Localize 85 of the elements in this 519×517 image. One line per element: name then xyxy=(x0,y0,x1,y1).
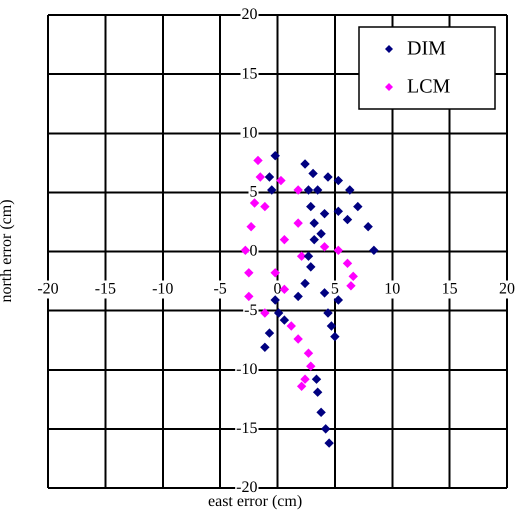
point xyxy=(334,206,343,216)
point xyxy=(286,322,296,330)
point xyxy=(304,348,313,358)
point xyxy=(260,342,270,352)
point xyxy=(304,252,313,261)
point xyxy=(300,159,310,168)
y-tick-label: -5 xyxy=(244,302,258,319)
x-tick-label: 10 xyxy=(384,280,400,298)
y-tick-label: -15 xyxy=(236,420,258,438)
point xyxy=(316,408,326,417)
point xyxy=(308,168,318,178)
x-tick-label: 0 xyxy=(274,280,282,298)
point xyxy=(294,292,303,301)
point xyxy=(260,308,270,318)
x-tick-label: 5 xyxy=(330,280,339,298)
y-tick-label: 15 xyxy=(242,65,258,82)
point xyxy=(334,246,343,255)
point xyxy=(369,246,378,255)
point xyxy=(310,235,319,244)
x-tick-label: 15 xyxy=(442,280,458,298)
point xyxy=(276,176,286,186)
point xyxy=(312,374,322,384)
x-tick-label: -20 xyxy=(37,280,59,298)
point xyxy=(316,229,326,238)
point xyxy=(343,215,352,224)
x-tick-label: -15 xyxy=(94,280,116,298)
point xyxy=(320,242,330,252)
point xyxy=(334,295,343,304)
point xyxy=(280,316,289,325)
point xyxy=(310,218,319,228)
point xyxy=(240,246,250,255)
point xyxy=(294,334,303,344)
point xyxy=(297,382,306,391)
y-tick-label: 5 xyxy=(250,184,258,201)
point xyxy=(246,222,256,232)
point xyxy=(334,176,343,186)
point xyxy=(270,151,280,160)
point xyxy=(321,424,330,434)
point xyxy=(326,322,336,330)
point xyxy=(256,172,265,182)
point xyxy=(264,172,274,182)
point xyxy=(267,186,276,195)
point xyxy=(346,281,356,290)
point xyxy=(244,268,254,278)
point xyxy=(294,218,303,228)
point xyxy=(306,262,316,272)
point xyxy=(270,295,280,304)
x-tick-label: -10 xyxy=(152,280,174,298)
point xyxy=(280,235,289,244)
point xyxy=(320,288,330,298)
point xyxy=(323,172,332,182)
point xyxy=(304,186,313,195)
y-tick-label: 20 xyxy=(242,6,258,24)
point xyxy=(313,388,322,397)
x-tick-label: -5 xyxy=(213,280,227,298)
x-tick-label: 20 xyxy=(499,280,515,298)
point xyxy=(345,186,354,195)
point xyxy=(294,186,303,195)
point xyxy=(253,156,262,165)
y-tick-label: 10 xyxy=(242,124,258,142)
point xyxy=(250,198,260,208)
point xyxy=(320,209,330,218)
point xyxy=(323,308,332,318)
y-tick-label: -10 xyxy=(236,360,258,378)
point xyxy=(353,202,362,212)
y-tick-label: -20 xyxy=(236,479,258,496)
point xyxy=(300,374,310,384)
point xyxy=(264,328,274,338)
point xyxy=(364,222,373,232)
point xyxy=(343,258,352,268)
legend-label: LCM xyxy=(407,75,451,98)
legend-label: DIM xyxy=(407,37,446,60)
y-tick-label: 0 xyxy=(250,242,258,260)
point xyxy=(313,186,322,195)
point xyxy=(270,268,280,278)
point xyxy=(330,332,340,342)
point xyxy=(324,438,334,448)
point xyxy=(300,278,310,288)
point xyxy=(306,202,316,212)
point xyxy=(260,202,270,212)
y-axis-title: north error (cm) xyxy=(0,198,16,305)
point xyxy=(244,292,254,301)
point xyxy=(306,362,316,371)
point xyxy=(274,308,284,318)
point xyxy=(348,272,358,281)
